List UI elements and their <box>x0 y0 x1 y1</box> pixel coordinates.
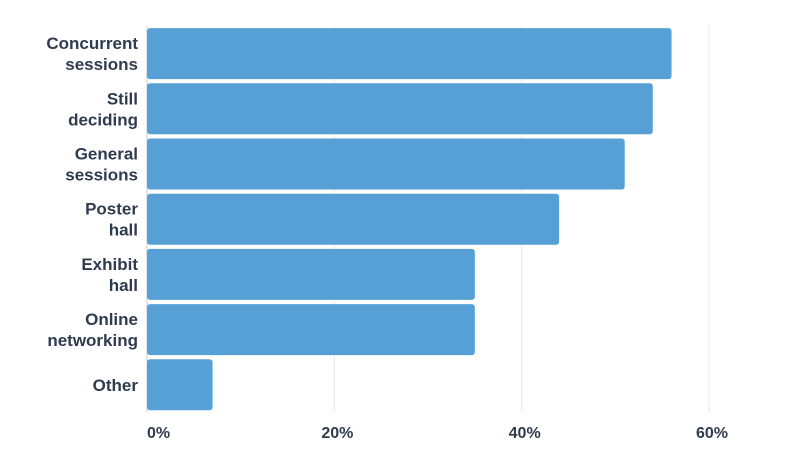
bar <box>147 359 213 411</box>
category-label-line: Poster <box>85 200 138 219</box>
category-label: Concurrent sessions <box>46 34 138 74</box>
x-axis-ticks: 0% 20% 40% 60% <box>147 425 728 442</box>
category-label: General sessions <box>65 145 138 185</box>
bar <box>147 304 475 356</box>
category-label-line: Concurrent <box>46 34 138 53</box>
x-tick-label: 0% <box>147 425 170 442</box>
category-label-line: hall <box>109 276 138 295</box>
bar <box>147 248 475 300</box>
category-labels: Concurrent sessions Still deciding General se… <box>46 34 138 395</box>
bars <box>147 28 672 411</box>
category-label: Exhibit hall <box>81 255 138 295</box>
category-label-line: sessions <box>65 55 138 74</box>
category-label-line: sessions <box>65 166 138 185</box>
category-label-line: General <box>75 145 138 164</box>
category-label-line: Exhibit <box>81 255 138 274</box>
bar <box>147 193 560 245</box>
category-label-line: networking <box>47 331 138 350</box>
category-label-line: Still <box>107 89 138 108</box>
category-label: Online networking <box>47 310 138 350</box>
x-tick-label: 60% <box>696 425 728 442</box>
x-tick-label: 40% <box>509 425 541 442</box>
x-tick-label: 20% <box>321 425 353 442</box>
bar <box>147 83 653 135</box>
category-label-line: Other <box>93 376 139 395</box>
category-label: Other <box>93 376 139 395</box>
category-label-line: deciding <box>68 110 138 129</box>
category-label-line: Online <box>85 310 138 329</box>
category-label: Still deciding <box>68 89 138 129</box>
bar <box>147 138 625 190</box>
bar <box>147 28 672 80</box>
category-label-line: hall <box>109 221 138 240</box>
category-label: Poster hall <box>85 200 138 240</box>
